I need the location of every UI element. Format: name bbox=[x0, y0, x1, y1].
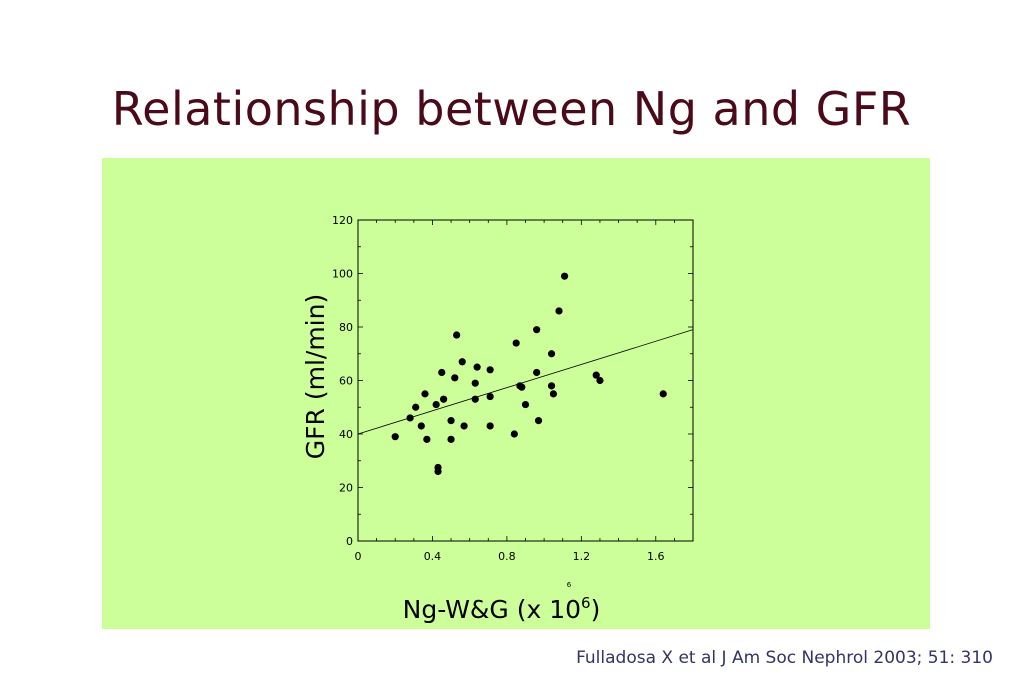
scatter-chart: 0 0.4 0.8 1.2 1.6 0 20 40 60 80 100 120 GFR (ml/min… bbox=[301, 214, 694, 624]
x-tick-label: 0.4 bbox=[424, 550, 442, 563]
data-point bbox=[453, 331, 461, 339]
y-tick-label: 100 bbox=[332, 268, 353, 281]
y-tick-label: 40 bbox=[339, 428, 353, 441]
x-axis-label-close: ) bbox=[591, 595, 601, 624]
data-point bbox=[451, 374, 459, 382]
data-point bbox=[473, 363, 481, 371]
data-point bbox=[555, 307, 563, 315]
data-point bbox=[406, 414, 414, 422]
data-point bbox=[412, 403, 420, 411]
data-point bbox=[471, 379, 479, 387]
data-point bbox=[547, 382, 556, 390]
y-tick-label: 0 bbox=[346, 535, 353, 548]
data-point bbox=[458, 358, 466, 366]
x-axis-label-main: Ng-W&G (x 10 bbox=[403, 595, 581, 624]
data-point bbox=[512, 339, 520, 347]
data-point bbox=[534, 417, 543, 425]
data-point bbox=[596, 376, 604, 385]
data-point bbox=[659, 390, 667, 398]
citation: Fulladosa X et al J Am Soc Nephrol 2003;… bbox=[576, 648, 993, 668]
data-point bbox=[460, 422, 468, 430]
data-point bbox=[533, 368, 541, 377]
data-point bbox=[486, 366, 494, 374]
y-axis-label: GFR (ml/min) bbox=[301, 294, 330, 459]
data-point bbox=[391, 433, 399, 441]
data-point bbox=[434, 463, 442, 472]
y-tick-label: 20 bbox=[339, 482, 353, 495]
data-point bbox=[547, 350, 556, 358]
data-point bbox=[486, 392, 494, 401]
data-point bbox=[447, 417, 455, 425]
data-point bbox=[423, 435, 431, 443]
x-axis-exponent: 6 bbox=[567, 581, 572, 589]
x-tick-label: 0.8 bbox=[498, 550, 516, 563]
data-point bbox=[438, 368, 446, 377]
x-axis-label-superscript: 6 bbox=[581, 594, 591, 612]
plot-frame bbox=[357, 219, 694, 542]
data-point bbox=[486, 422, 494, 430]
data-point bbox=[518, 383, 526, 391]
data-point bbox=[533, 326, 541, 334]
y-tick-label: 80 bbox=[339, 321, 353, 334]
chart-panel: 0 0.4 0.8 1.2 1.6 0 20 40 60 80 100 120 GFR (ml/min… bbox=[102, 158, 930, 629]
data-point bbox=[421, 390, 429, 398]
x-tick-label: 1.2 bbox=[573, 550, 591, 563]
y-tick-label: 120 bbox=[332, 214, 353, 227]
y-tick-label: 60 bbox=[339, 375, 353, 388]
x-axis-label: Ng-W&G (x 106) bbox=[403, 594, 601, 624]
data-point bbox=[592, 371, 600, 379]
data-point bbox=[417, 422, 425, 430]
data-point bbox=[510, 430, 518, 438]
slide-title: Relationship between Ng and GFR bbox=[111, 82, 912, 136]
data-point bbox=[432, 400, 440, 409]
data-point bbox=[549, 390, 558, 398]
data-point bbox=[447, 435, 455, 443]
x-tick-label: 0 bbox=[355, 550, 362, 563]
data-point bbox=[521, 400, 530, 409]
data-point bbox=[471, 395, 479, 403]
trend-line bbox=[357, 329, 694, 435]
data-point bbox=[560, 272, 569, 280]
data-point bbox=[440, 395, 448, 403]
x-tick-label: 1.6 bbox=[647, 550, 665, 563]
